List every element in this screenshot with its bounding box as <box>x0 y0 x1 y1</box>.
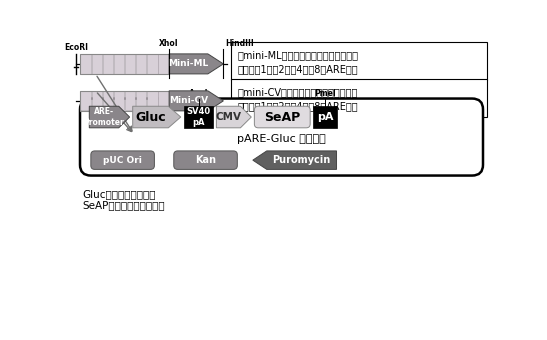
Text: Kan: Kan <box>195 155 216 165</box>
Text: SeAP: SeAP <box>264 110 300 123</box>
Text: 别串联了1个，2个，4个，8个ARE元件: 别串联了1个，2个，4个，8个ARE元件 <box>237 101 358 111</box>
Text: 别串联了1个，2个，4个，8个ARE元件: 别串联了1个，2个，4个，8个ARE元件 <box>237 64 358 74</box>
Bar <box>147 54 158 73</box>
Text: pARE-Gluc 报告质粒: pARE-Gluc 报告质粒 <box>237 134 326 143</box>
Polygon shape <box>89 106 130 128</box>
FancyBboxPatch shape <box>80 99 483 175</box>
Bar <box>125 91 135 110</box>
Bar <box>114 91 124 110</box>
Text: pA: pA <box>317 112 333 122</box>
Text: Puromycin: Puromycin <box>272 155 331 165</box>
Bar <box>147 91 158 110</box>
Text: EcoRI: EcoRI <box>64 44 88 52</box>
Text: HindIII: HindIII <box>225 39 254 48</box>
FancyBboxPatch shape <box>254 106 310 128</box>
Bar <box>103 54 113 73</box>
Polygon shape <box>133 106 181 128</box>
FancyBboxPatch shape <box>91 151 154 169</box>
Text: XhoI: XhoI <box>159 39 179 48</box>
Bar <box>159 54 168 73</box>
Text: pUC Ori: pUC Ori <box>103 156 142 165</box>
Bar <box>231 41 487 80</box>
Polygon shape <box>169 54 223 74</box>
Text: Gluc：分泌型荧光素酶: Gluc：分泌型荧光素酶 <box>83 189 156 199</box>
Bar <box>80 54 91 73</box>
Bar <box>159 91 168 110</box>
FancyBboxPatch shape <box>174 151 237 169</box>
Text: CMV: CMV <box>216 112 241 122</box>
Text: SV40
pA: SV40 pA <box>187 107 211 127</box>
Bar <box>91 54 102 73</box>
Polygon shape <box>253 151 336 169</box>
Text: Gluc: Gluc <box>135 110 166 123</box>
Bar <box>80 54 169 74</box>
Bar <box>80 91 91 110</box>
Bar <box>231 79 487 117</box>
Bar <box>91 91 102 110</box>
Text: 以mini-ML为基础转录元件，在其前面分: 以mini-ML为基础转录元件，在其前面分 <box>237 50 358 60</box>
Bar <box>136 54 147 73</box>
Bar <box>184 106 213 128</box>
Text: Mini-CV: Mini-CV <box>169 96 208 105</box>
Bar <box>313 106 336 128</box>
Polygon shape <box>217 106 251 128</box>
Bar <box>125 54 135 73</box>
Bar <box>136 91 147 110</box>
Text: ARE-
Promoter: ARE- Promoter <box>84 107 124 127</box>
Bar <box>114 54 124 73</box>
Text: SeAP：分泌型碷準磷酸酶: SeAP：分泌型碷準磷酸酶 <box>83 200 165 210</box>
Text: PmeI: PmeI <box>314 89 336 98</box>
Text: 以mini-CV为基础转录元件，在其前面分: 以mini-CV为基础转录元件，在其前面分 <box>237 87 358 97</box>
Bar <box>103 91 113 110</box>
Text: AgeI: AgeI <box>189 89 208 98</box>
Polygon shape <box>169 91 223 111</box>
Text: Mini-ML: Mini-ML <box>168 59 208 68</box>
Bar <box>80 91 169 111</box>
